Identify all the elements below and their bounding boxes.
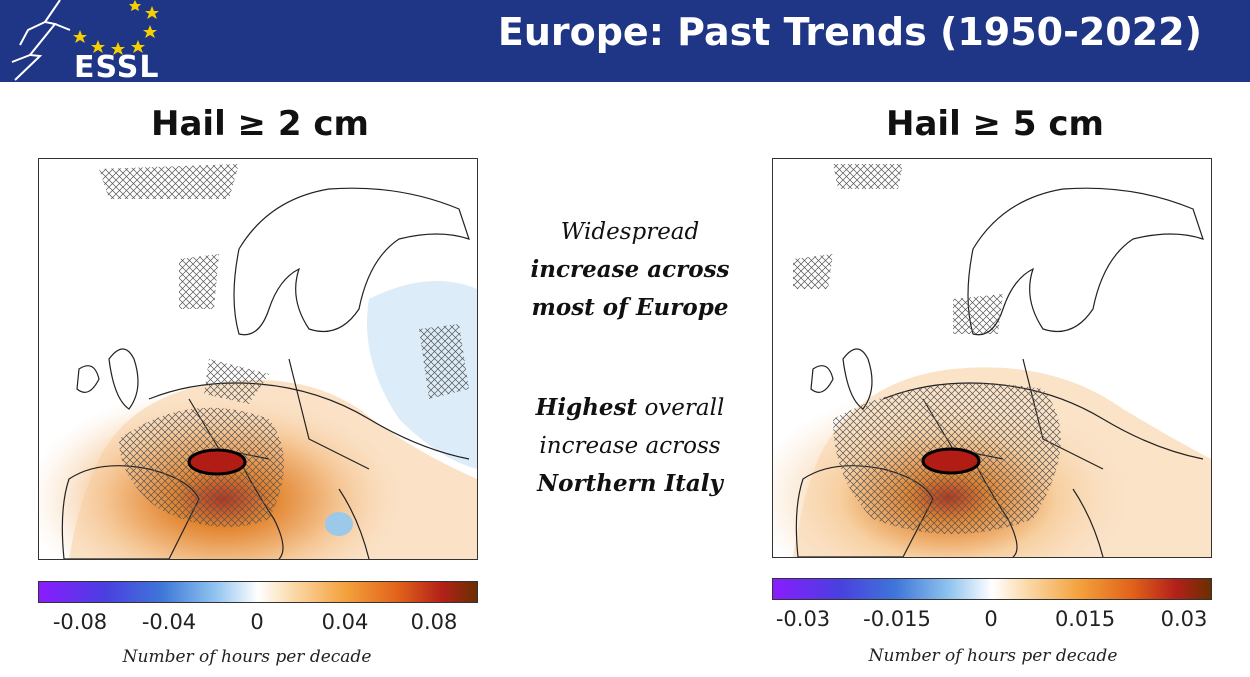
left-panel-title: Hail ≥ 2 cm: [151, 104, 369, 144]
note-rest: overall: [637, 395, 725, 421]
left-tick: 0.04: [321, 610, 369, 634]
header-bar: ESSL Europe: Past Trends (1950-2022): [0, 0, 1250, 85]
left-tick: 0.08: [410, 610, 458, 634]
left-colorbar: [38, 581, 478, 603]
note-bold: Highest: [535, 394, 638, 421]
note-line: most of Europe: [531, 294, 729, 321]
right-tick: 0.03: [1160, 607, 1208, 631]
left-colorbar-label: Number of hours per decade: [122, 647, 372, 667]
page-title: Europe: Past Trends (1950-2022): [497, 10, 1202, 54]
right-tick: 0.015: [1054, 607, 1116, 631]
right-tick: -0.015: [863, 607, 931, 631]
left-tick: -0.08: [52, 610, 108, 634]
right-panel-title: Hail ≥ 5 cm: [886, 104, 1104, 144]
right-colorbar: [772, 578, 1212, 600]
note-block-italy: Highest overall increase across Northern…: [500, 389, 760, 503]
essl-logo: ESSL: [0, 0, 175, 85]
right-tick: -0.03: [775, 607, 831, 631]
right-colorbar-label: Number of hours per decade: [868, 646, 1118, 666]
right-tick: 0: [984, 607, 998, 631]
left-tick: 0: [250, 610, 264, 634]
left-tick: -0.04: [141, 610, 197, 634]
logo-text: ESSL: [74, 50, 160, 85]
left-map: [38, 158, 478, 560]
note-block-widespread: Widespread increase across most of Europ…: [500, 213, 760, 327]
right-map: [772, 158, 1212, 558]
note-line: increase across: [539, 433, 721, 459]
note-line: Highest overall: [500, 389, 760, 427]
note-line: Widespread: [560, 219, 700, 245]
lightning-stars-icon: [11, 0, 159, 81]
note-line: increase across: [530, 256, 730, 283]
note-line: Northern Italy: [537, 470, 723, 497]
